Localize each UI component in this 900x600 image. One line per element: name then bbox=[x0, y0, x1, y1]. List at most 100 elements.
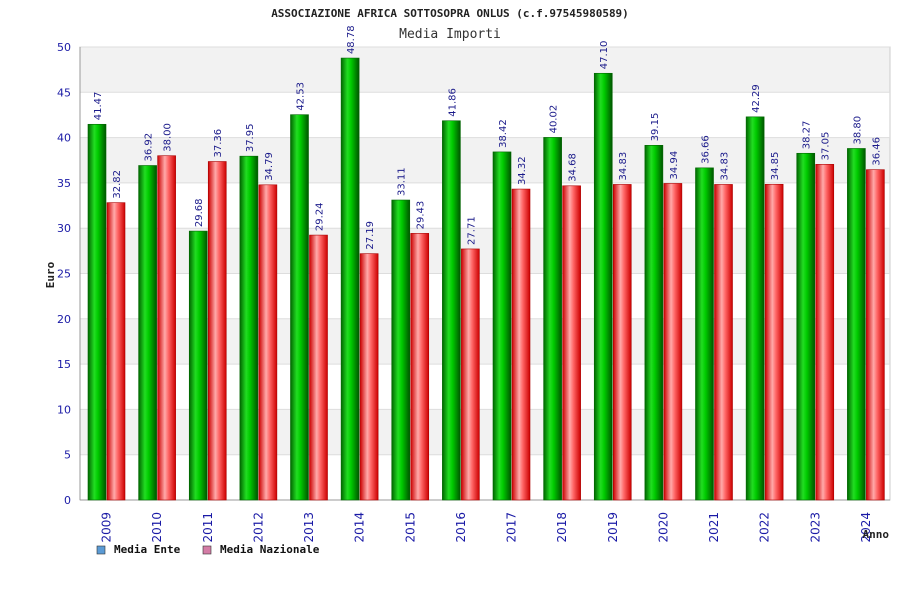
y-tick-label: 50 bbox=[57, 41, 71, 54]
legend-swatch-media-ente bbox=[96, 545, 106, 555]
legend: Media Ente Media Nazionale bbox=[96, 543, 320, 556]
data-label: 41.47 bbox=[93, 92, 104, 121]
data-label: 34.94 bbox=[669, 151, 680, 180]
data-label: 29.43 bbox=[416, 201, 427, 230]
x-tick-label: 2011 bbox=[201, 512, 215, 543]
y-axis-ticks: 0 5 10 15 20 25 30 35 40 45 50 bbox=[57, 41, 71, 507]
bar-media-nazionale bbox=[410, 233, 430, 501]
y-tick-label: 45 bbox=[57, 86, 71, 99]
y-tick-label: 10 bbox=[57, 403, 71, 416]
data-label: 38.80 bbox=[852, 116, 863, 145]
bar-media-ente bbox=[847, 148, 866, 501]
x-tick-label: 2010 bbox=[150, 512, 164, 543]
bar-media-ente bbox=[644, 145, 664, 501]
y-tick-label: 25 bbox=[57, 268, 71, 281]
data-label: 29.68 bbox=[194, 198, 205, 227]
bar-media-ente bbox=[290, 114, 309, 501]
bar-media-ente bbox=[340, 57, 360, 501]
bar-media-ente bbox=[745, 116, 765, 501]
bar-media-nazionale bbox=[359, 253, 379, 501]
data-label: 34.83 bbox=[720, 152, 731, 181]
bar-media-nazionale bbox=[106, 202, 126, 501]
x-tick-label: 2022 bbox=[758, 512, 772, 543]
bar-media-nazionale bbox=[815, 164, 835, 501]
bar-media-ente bbox=[239, 155, 259, 501]
x-tick-label: 2014 bbox=[353, 512, 367, 543]
data-label: 41.86 bbox=[447, 88, 458, 117]
y-tick-label: 20 bbox=[57, 313, 71, 326]
data-label: 42.53 bbox=[296, 82, 307, 111]
bar-media-nazionale bbox=[764, 183, 784, 501]
y-axis-label: Euro bbox=[44, 261, 57, 288]
data-label: 32.82 bbox=[112, 170, 123, 199]
x-tick-label: 2016 bbox=[454, 512, 468, 543]
x-tick-label: 2018 bbox=[555, 512, 569, 543]
bar-media-ente bbox=[796, 152, 816, 501]
data-label: 38.00 bbox=[163, 123, 174, 152]
plot-band bbox=[80, 47, 890, 93]
data-label: 27.19 bbox=[365, 221, 376, 250]
y-tick-label: 40 bbox=[57, 132, 71, 145]
y-tick-label: 30 bbox=[57, 222, 71, 235]
x-tick-label: 2023 bbox=[808, 512, 822, 543]
plot-band bbox=[80, 92, 890, 138]
data-label: 34.32 bbox=[517, 156, 528, 185]
x-tick-label: 2020 bbox=[656, 512, 670, 543]
data-label: 34.85 bbox=[770, 152, 781, 181]
chart-title: ASSOCIAZIONE AFRICA SOTTOSOPRA ONLUS (c.… bbox=[271, 7, 629, 20]
data-labels: 41.47 32.82 36.92 38.00 29.68 37.36 37.95 34.79… bbox=[93, 25, 882, 249]
bar-media-nazionale bbox=[511, 188, 531, 501]
data-label: 47.10 bbox=[599, 41, 610, 70]
data-label: 34.83 bbox=[618, 152, 629, 181]
x-tick-label: 2024 bbox=[859, 512, 873, 543]
plot-band bbox=[80, 137, 890, 183]
data-label: 38.42 bbox=[498, 119, 509, 148]
bar-media-nazionale bbox=[866, 169, 885, 501]
bar-media-nazionale bbox=[714, 184, 733, 501]
data-label: 37.95 bbox=[245, 124, 256, 153]
bar-media-ente bbox=[442, 120, 461, 501]
data-label: 29.24 bbox=[315, 202, 326, 231]
bar-media-ente bbox=[87, 123, 107, 501]
data-label: 34.79 bbox=[264, 152, 275, 181]
bar-media-ente bbox=[593, 72, 613, 501]
bars bbox=[87, 57, 885, 501]
bar-media-nazionale bbox=[157, 155, 176, 501]
bar-media-ente bbox=[138, 165, 157, 501]
bar-media-nazionale bbox=[562, 185, 581, 501]
bar-media-nazionale bbox=[309, 234, 328, 501]
x-tick-label: 2019 bbox=[606, 512, 620, 543]
data-label: 33.11 bbox=[397, 167, 408, 196]
data-label: 39.15 bbox=[650, 113, 661, 142]
data-label: 38.27 bbox=[802, 121, 813, 150]
data-label: 42.29 bbox=[751, 84, 762, 113]
data-label: 37.05 bbox=[821, 132, 832, 161]
legend-label-media-nazionale: Media Nazionale bbox=[220, 543, 320, 556]
legend-label-media-ente: Media Ente bbox=[114, 543, 181, 556]
bar-media-ente bbox=[543, 137, 562, 501]
x-tick-label: 2021 bbox=[707, 512, 721, 543]
x-tick-label: 2017 bbox=[505, 512, 519, 543]
bar-media-nazionale bbox=[612, 184, 632, 501]
data-label: 48.78 bbox=[346, 25, 357, 54]
bar-media-nazionale bbox=[663, 183, 683, 501]
legend-swatch-media-nazionale bbox=[202, 545, 212, 555]
data-label: 36.66 bbox=[701, 135, 712, 164]
y-tick-label: 0 bbox=[64, 494, 71, 507]
chart-subtitle: Media Importi bbox=[399, 27, 501, 42]
data-label: 36.92 bbox=[144, 133, 155, 162]
bar-media-ente bbox=[188, 230, 208, 501]
data-label: 27.71 bbox=[466, 216, 477, 245]
x-tick-label: 2013 bbox=[302, 512, 316, 543]
data-label: 37.36 bbox=[213, 129, 224, 158]
data-label: 40.02 bbox=[549, 105, 560, 134]
bar-media-ente bbox=[695, 167, 714, 501]
bar-media-ente bbox=[492, 151, 512, 501]
x-tick-label: 2012 bbox=[251, 512, 265, 543]
y-tick-label: 5 bbox=[64, 449, 71, 462]
x-tick-label: 2009 bbox=[100, 512, 114, 543]
y-tick-label: 35 bbox=[57, 177, 71, 190]
bar-media-nazionale bbox=[258, 184, 278, 501]
x-tick-label: 2015 bbox=[403, 512, 417, 543]
